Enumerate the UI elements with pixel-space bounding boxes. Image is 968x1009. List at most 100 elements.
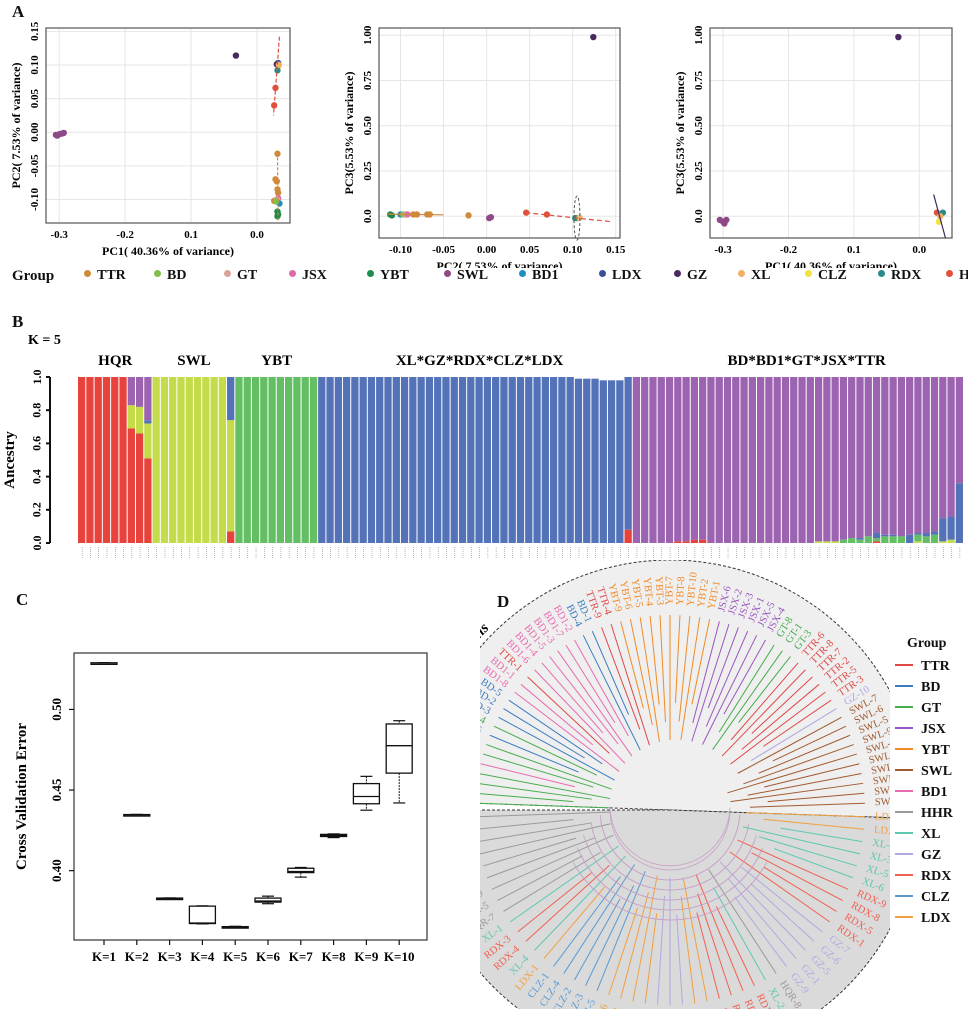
ancestry-segment <box>301 377 309 543</box>
ancestry-segment <box>293 377 301 543</box>
ancestry-segment <box>930 531 939 535</box>
ancestry-segment <box>268 377 276 543</box>
ancestry-segment <box>218 377 227 543</box>
admixture-barplot: K = 5 0.0 0.2 0.4 0.6 0.8 1.0 Ancestry HQR SWL YBT… <box>2 333 963 559</box>
ancestry-segment <box>798 377 806 543</box>
data-point-gz <box>895 33 902 41</box>
ancestry-segment <box>814 377 823 542</box>
ancestry-segment <box>400 377 409 543</box>
ancestry-segment <box>566 377 574 543</box>
ancestry-segment <box>169 377 177 543</box>
pca-plot-pc2-pc3: -0.10 -0.05 0.00 0.05 0.10 0.15 0.0 0.25 0.50 0.7… <box>342 25 626 268</box>
ancestry-segment <box>251 377 260 543</box>
tree-branch <box>525 864 610 942</box>
ancestry-segment <box>930 377 939 532</box>
ancestry-segment <box>111 377 119 543</box>
tree-branch <box>738 656 791 723</box>
y-tick-label: 0.10 <box>29 55 41 75</box>
y-tick-label: 0.00 <box>29 122 41 142</box>
yalong-clade-background <box>480 809 890 1009</box>
tree-branch <box>750 883 815 942</box>
tree-branch <box>763 866 837 912</box>
ancestry-segment <box>864 377 872 537</box>
ancestry-segment <box>955 483 963 543</box>
legend-label: TTR <box>921 659 950 674</box>
legend-dot-icon <box>519 270 526 277</box>
x-tick-label: K=6 <box>256 949 281 964</box>
ancestry-segment <box>922 377 930 534</box>
ancestry-segment <box>839 539 848 543</box>
legend-label: SWL <box>457 268 489 283</box>
tree-branch <box>480 793 574 803</box>
box-iqr <box>254 897 282 903</box>
ancestry-segment <box>78 377 86 543</box>
x-tick-label: 0.15 <box>606 244 626 256</box>
tree-branch <box>691 618 711 705</box>
legend-dot-icon <box>599 270 606 277</box>
ancestry-segment <box>144 377 152 421</box>
ancestry-segment <box>906 534 914 543</box>
tree-branch <box>721 669 806 757</box>
ancestry-segment <box>823 377 831 542</box>
ancestry-segment <box>144 423 152 459</box>
ancestry-segment <box>955 377 963 484</box>
legend-item-ldx: LDX <box>599 268 642 284</box>
ancestry-segment <box>409 377 417 543</box>
tree-tip-label: XL-3 <box>869 851 890 867</box>
tree-tip-label: YBT-4 <box>641 577 655 608</box>
legend-dot-icon <box>289 270 296 277</box>
cross-validation-boxplot: 0.40 0.45 0.50 Cross Validation Error K=1 K=2… <box>14 652 428 964</box>
tree-tip-label: RDX-6 <box>729 1003 749 1009</box>
tree-legend-item-xl: XL <box>893 824 968 845</box>
x-tick-label: K=3 <box>158 949 183 964</box>
tree-branch <box>565 644 616 724</box>
tree-branch <box>680 896 696 1004</box>
legend-item-gz: GZ <box>674 268 707 284</box>
tree-tip-label: YBT-5 <box>629 578 644 608</box>
legend-dot-icon <box>224 270 231 277</box>
x-axis-label: PC1( 40.36% of variance) <box>102 244 234 258</box>
tree-branch <box>629 618 653 725</box>
ancestry-segment <box>152 377 160 543</box>
ancestry-segment <box>177 377 185 543</box>
ttr-confidence-ellipse <box>387 213 444 216</box>
hqr-confidence-ellipse <box>272 36 281 116</box>
tree-legend-item-jsx: JSX <box>893 719 968 740</box>
tree-legend-item-hhr: HHR <box>893 803 968 824</box>
tree-branch <box>730 691 826 765</box>
data-point-ttr <box>273 178 281 185</box>
gz-confidence-ellipse <box>933 194 947 239</box>
ancestry-segment <box>856 377 864 539</box>
ancestry-segment <box>94 377 102 543</box>
ancestry-segment <box>889 377 897 535</box>
tree-tip-label: YBT-8 <box>675 576 687 605</box>
x-tick-label: 0.05 <box>520 244 540 256</box>
ancestry-segment <box>756 377 765 543</box>
ancestry-segment <box>367 377 376 543</box>
x-tick-label: 0.00 <box>477 244 497 256</box>
ancestry-segment <box>665 377 674 543</box>
ancestry-segment <box>591 378 599 543</box>
ancestry-segment <box>872 377 881 534</box>
ancestry-segment <box>856 539 864 543</box>
ancestry-segment <box>624 377 632 530</box>
tree-branch <box>527 676 610 754</box>
ancestry-segment <box>326 377 334 543</box>
y-tick-label: 0.0 <box>30 536 44 551</box>
tree-tip-label: XL-7 <box>871 838 890 853</box>
ancestry-segment <box>690 377 699 540</box>
panel-b-letter: B <box>12 312 24 331</box>
tree-branch <box>480 763 575 788</box>
tree-branch <box>715 906 755 986</box>
ancestry-segment <box>864 536 872 543</box>
ancestry-segment <box>243 377 251 543</box>
y-tick-label: 1.0 <box>30 370 44 385</box>
box-iqr <box>287 867 315 874</box>
tree-branch <box>751 676 813 734</box>
x-tick-label: K=4 <box>190 949 215 964</box>
ancestry-segment <box>616 380 624 543</box>
ancestry-segment <box>682 541 690 543</box>
tree-branch <box>585 885 635 986</box>
ttr-confidence-ellipse <box>276 152 279 221</box>
tree-branch <box>696 912 720 999</box>
